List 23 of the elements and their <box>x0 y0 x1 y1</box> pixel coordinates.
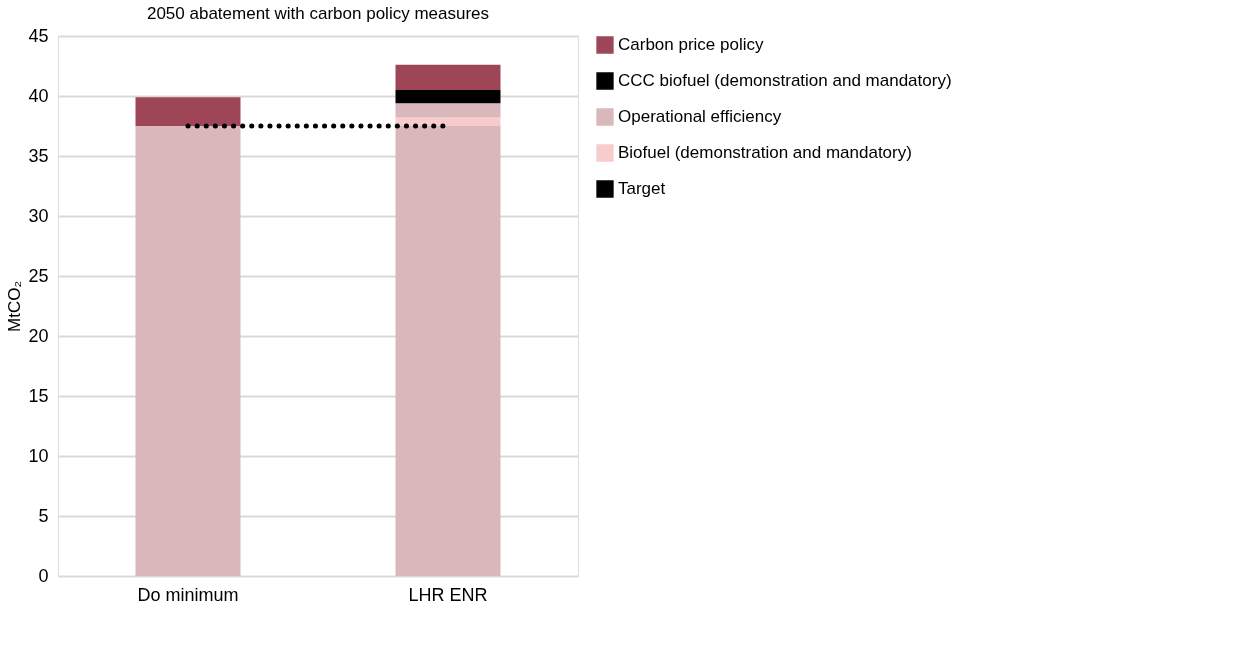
y-tick-label: 40 <box>28 85 49 106</box>
legend-label: Target <box>618 179 666 198</box>
bar <box>395 103 501 118</box>
y-axis-title: MtCO₂ <box>5 281 25 332</box>
legend-label: Carbon price policy <box>618 35 765 54</box>
bar <box>395 90 501 104</box>
y-tick-label: 20 <box>28 325 49 346</box>
y-tick-label: 35 <box>28 145 49 166</box>
y-tick-label: 10 <box>28 445 49 466</box>
y-tick-label: 45 <box>28 25 49 46</box>
bar <box>395 126 501 576</box>
bar <box>395 64 501 90</box>
y-tick-label: 0 <box>38 565 49 586</box>
y-tick-label: 15 <box>28 385 49 406</box>
y-tick-label: 5 <box>38 505 49 526</box>
chart-title: 2050 abatement with carbon policy measures <box>146 4 490 23</box>
x-tick-label: Do minimum <box>137 584 239 605</box>
y-tick-label: 25 <box>28 265 49 286</box>
legend-label: Biofuel (demonstration and mandatory) <box>618 143 912 162</box>
y-tick-label: 30 <box>28 205 49 226</box>
legend-label: Operational efficiency <box>618 107 782 126</box>
x-tick-label: LHR ENR <box>408 584 488 605</box>
legend-label: CCC biofuel (demonstration and mandatory) <box>618 71 952 90</box>
